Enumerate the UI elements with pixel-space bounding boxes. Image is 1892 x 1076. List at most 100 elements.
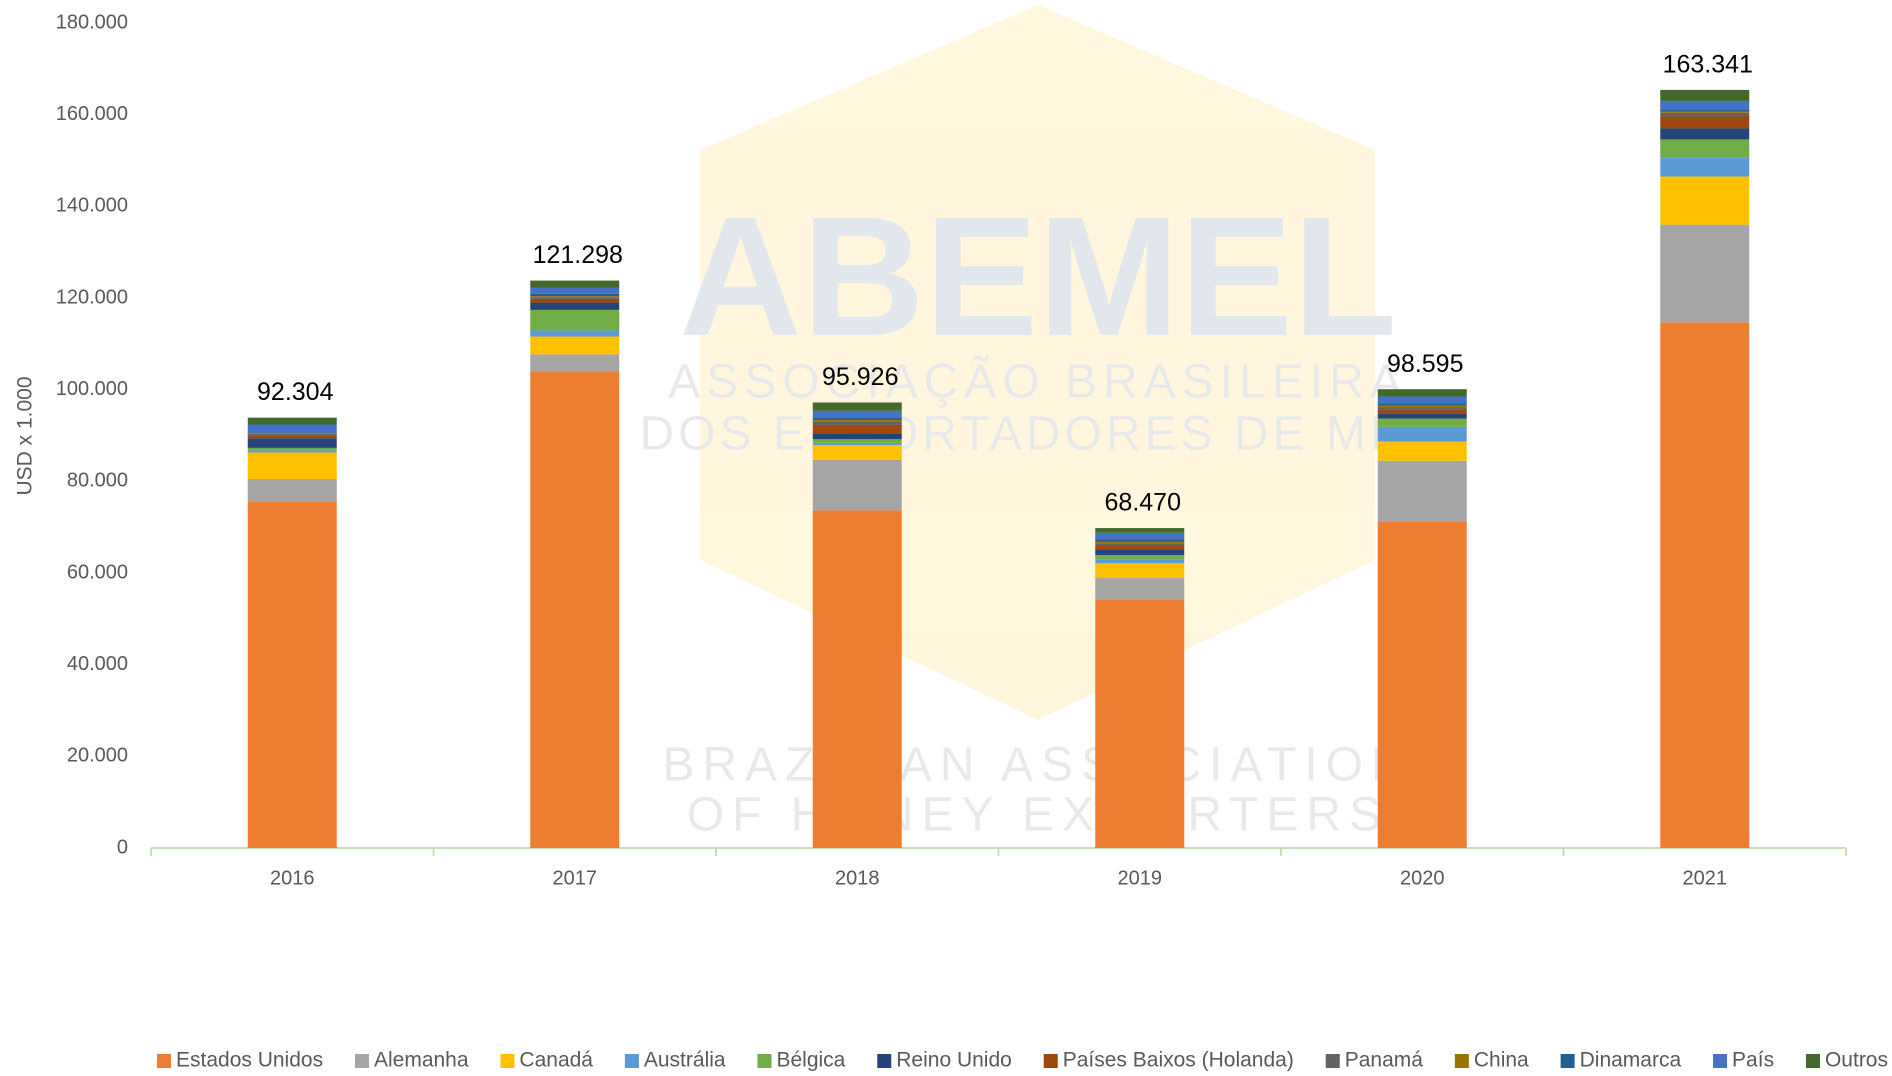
- bar-segment: [530, 371, 620, 848]
- bar-segment: [1377, 389, 1467, 397]
- bar-segment: [530, 280, 620, 288]
- bar-segment: [1095, 549, 1185, 556]
- bar-segment: [1660, 176, 1750, 225]
- y-tick-label: 0: [117, 836, 128, 858]
- legend-label: País: [1732, 1049, 1774, 1072]
- bar-segment: [1095, 541, 1185, 544]
- y-tick-label: 100.000: [56, 378, 128, 400]
- legend-label: Países Baixos (Holanda): [1063, 1049, 1294, 1072]
- bar-segment: [247, 450, 337, 453]
- bar-segment: [1095, 578, 1185, 600]
- bar-segment: [1095, 599, 1185, 848]
- legend-swatch: [1713, 1054, 1728, 1068]
- bar-segment: [530, 354, 620, 372]
- bar-segment: [812, 421, 902, 425]
- bar-segment: [1377, 407, 1467, 410]
- bar-segment: [1660, 89, 1750, 101]
- legend-swatch: [1454, 1054, 1469, 1068]
- bar-segment: [530, 330, 620, 337]
- legend-item: Países Baixos (Holanda): [1043, 1049, 1294, 1072]
- bar-segment: [530, 293, 620, 297]
- bar-segment: [530, 336, 620, 355]
- bar-segment: [1377, 396, 1467, 404]
- bar-segment: [812, 417, 902, 420]
- legend-item: Panamá: [1325, 1049, 1424, 1072]
- legend-swatch: [877, 1054, 892, 1068]
- bar-segment: [247, 417, 337, 425]
- legend-label: Alemanha: [374, 1049, 469, 1072]
- bar-segment: [1377, 418, 1467, 427]
- bar-segment: [530, 302, 620, 310]
- legend-item: Bélgica: [757, 1049, 846, 1072]
- bar-segment: [1377, 405, 1467, 408]
- legend-swatch: [1805, 1054, 1820, 1068]
- bar-segment: [1660, 157, 1750, 177]
- bar-segment: [1095, 532, 1185, 540]
- legend-item: Dinamarca: [1560, 1049, 1681, 1072]
- x-tick-label: 2021: [1683, 867, 1728, 889]
- bar-segment: [1377, 521, 1467, 848]
- bar-segment: [1660, 128, 1750, 140]
- legend-item: Reino Unido: [877, 1049, 1012, 1072]
- bar-segment: [812, 424, 902, 434]
- legend-item: Austrália: [624, 1049, 726, 1072]
- bar-segment: [1377, 409, 1467, 414]
- bar-segment: [247, 432, 337, 434]
- y-tick-label: 140.000: [56, 195, 128, 217]
- legend-swatch: [624, 1054, 639, 1068]
- bar-segment: [1660, 116, 1750, 129]
- bar-segment: [812, 433, 902, 440]
- bar-segment: [812, 442, 902, 446]
- x-tick-label: 2018: [835, 867, 880, 889]
- legend-item: País: [1713, 1049, 1774, 1072]
- bar-segment: [530, 287, 620, 294]
- legend-label: Austrália: [644, 1049, 726, 1072]
- bar-segment: [1095, 559, 1185, 564]
- y-tick-label: 40.000: [67, 653, 128, 675]
- bar-segment: [1660, 139, 1750, 158]
- legend-label: Estados Unidos: [176, 1049, 323, 1072]
- bar-segment: [812, 439, 902, 443]
- total-label: 98.595: [1387, 350, 1463, 378]
- bar-segment: [1660, 111, 1750, 113]
- bar-segment: [1660, 224, 1750, 323]
- bar-segment: [812, 445, 902, 460]
- y-tick-label: 60.000: [67, 561, 128, 583]
- legend-label: Canadá: [519, 1049, 593, 1072]
- total-label: 163.341: [1663, 51, 1753, 79]
- watermark-text: OF HONEY EXPORTERS: [687, 789, 1389, 842]
- bar-segment: [1660, 109, 1750, 112]
- legend-item: Outros: [1805, 1049, 1888, 1072]
- legend-swatch: [354, 1054, 369, 1068]
- bar-segment: [247, 501, 337, 848]
- bar-segment: [1095, 543, 1185, 546]
- legend-item: Alemanha: [354, 1049, 469, 1072]
- bar-segment: [247, 479, 337, 502]
- y-axis-title: USD x 1.000: [14, 376, 37, 495]
- bar-segment: [1095, 563, 1185, 579]
- legend-item: Canadá: [500, 1049, 593, 1072]
- bar-segment: [812, 410, 902, 418]
- bar-segment: [1377, 441, 1467, 461]
- bar-segment: [247, 435, 337, 439]
- bar-segment: [1377, 413, 1467, 419]
- bar-segment: [247, 438, 337, 448]
- legend-label: Outros: [1825, 1049, 1888, 1072]
- bar-segment: [530, 298, 620, 303]
- legend-item: Estados Unidos: [157, 1049, 323, 1072]
- watermark-text: ASSOCIAÇÃO BRASILEIRA: [668, 355, 1408, 409]
- watermark-text: DOS EXPORTADORES DE MEL: [639, 408, 1436, 461]
- bar-segment: [1095, 528, 1185, 533]
- bar-segment: [247, 431, 337, 433]
- legend-swatch: [1560, 1054, 1575, 1068]
- total-label: 92.304: [257, 378, 334, 406]
- watermark-title: ABEMEL: [679, 182, 1397, 372]
- bar-segment: [1377, 460, 1467, 522]
- bar-segment: [812, 459, 902, 511]
- legend-swatch: [1325, 1054, 1340, 1068]
- legend-label: Panamá: [1345, 1049, 1424, 1072]
- bar-segment: [812, 402, 902, 411]
- bar-segment: [247, 452, 337, 480]
- total-label: 95.926: [822, 363, 898, 391]
